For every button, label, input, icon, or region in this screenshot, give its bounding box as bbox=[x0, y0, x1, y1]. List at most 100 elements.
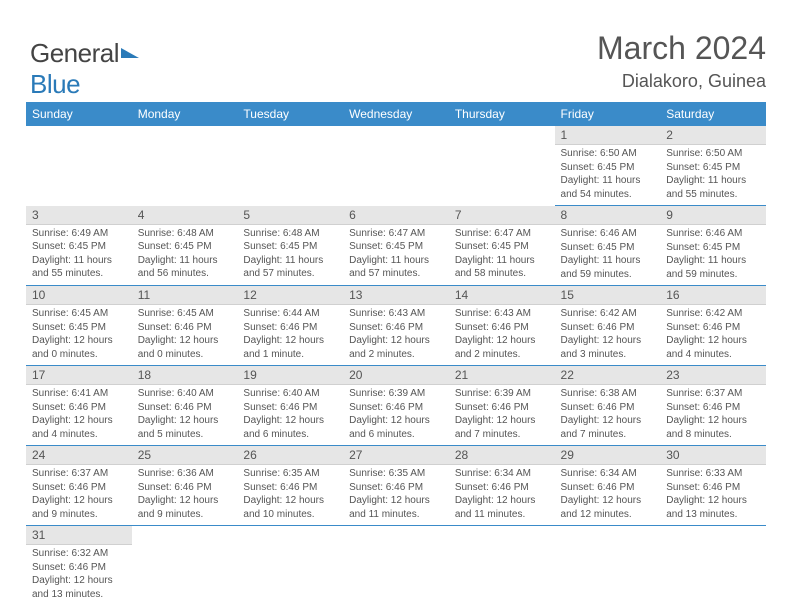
day-info: Sunrise: 6:34 AMSunset: 6:46 PMDaylight:… bbox=[449, 465, 555, 525]
calendar-day-cell: 15Sunrise: 6:42 AMSunset: 6:46 PMDayligh… bbox=[555, 286, 661, 366]
day-number: 16 bbox=[660, 286, 766, 305]
day-number: 31 bbox=[26, 526, 132, 545]
day-info: Sunrise: 6:50 AMSunset: 6:45 PMDaylight:… bbox=[660, 145, 766, 205]
sunset-text: Sunset: 6:46 PM bbox=[349, 401, 443, 415]
sunset-text: Sunset: 6:46 PM bbox=[455, 481, 549, 495]
sunset-text: Sunset: 6:45 PM bbox=[32, 240, 126, 254]
day-number: 4 bbox=[132, 206, 238, 225]
day-info: Sunrise: 6:43 AMSunset: 6:46 PMDaylight:… bbox=[449, 305, 555, 365]
sunrise-text: Sunrise: 6:42 AM bbox=[561, 307, 655, 321]
day-number: 9 bbox=[660, 206, 766, 225]
day-info: Sunrise: 6:45 AMSunset: 6:45 PMDaylight:… bbox=[26, 305, 132, 365]
daylight-line1: Daylight: 12 hours bbox=[349, 414, 443, 428]
sunset-text: Sunset: 6:45 PM bbox=[349, 240, 443, 254]
day-info: Sunrise: 6:37 AMSunset: 6:46 PMDaylight:… bbox=[26, 465, 132, 525]
calendar-day-cell: 30Sunrise: 6:33 AMSunset: 6:46 PMDayligh… bbox=[660, 446, 766, 526]
calendar-day-cell: 6Sunrise: 6:47 AMSunset: 6:45 PMDaylight… bbox=[343, 206, 449, 286]
day-number: 23 bbox=[660, 366, 766, 385]
day-number: 12 bbox=[237, 286, 343, 305]
day-info: Sunrise: 6:40 AMSunset: 6:46 PMDaylight:… bbox=[132, 385, 238, 445]
calendar-week-row: 24Sunrise: 6:37 AMSunset: 6:46 PMDayligh… bbox=[26, 446, 766, 526]
logo-flag-icon bbox=[121, 48, 139, 58]
daylight-line1: Daylight: 12 hours bbox=[666, 334, 760, 348]
calendar-day-cell: 5Sunrise: 6:48 AMSunset: 6:45 PMDaylight… bbox=[237, 206, 343, 286]
sunrise-text: Sunrise: 6:48 AM bbox=[243, 227, 337, 241]
sunset-text: Sunset: 6:45 PM bbox=[561, 241, 655, 255]
calendar-day-cell bbox=[132, 526, 238, 606]
day-number: 14 bbox=[449, 286, 555, 305]
daylight-line1: Daylight: 12 hours bbox=[455, 334, 549, 348]
daylight-line2: and 5 minutes. bbox=[138, 428, 232, 442]
daylight-line2: and 57 minutes. bbox=[243, 267, 337, 281]
sunrise-text: Sunrise: 6:37 AM bbox=[32, 467, 126, 481]
weekday-header: Saturday bbox=[660, 102, 766, 126]
day-number: 6 bbox=[343, 206, 449, 225]
sunset-text: Sunset: 6:46 PM bbox=[32, 561, 126, 575]
daylight-line1: Daylight: 12 hours bbox=[32, 334, 126, 348]
daylight-line2: and 55 minutes. bbox=[666, 188, 760, 202]
sunrise-text: Sunrise: 6:35 AM bbox=[349, 467, 443, 481]
calendar-day-cell: 20Sunrise: 6:39 AMSunset: 6:46 PMDayligh… bbox=[343, 366, 449, 446]
daylight-line1: Daylight: 12 hours bbox=[138, 494, 232, 508]
sunrise-text: Sunrise: 6:48 AM bbox=[138, 227, 232, 241]
calendar-day-cell: 26Sunrise: 6:35 AMSunset: 6:46 PMDayligh… bbox=[237, 446, 343, 526]
daylight-line2: and 59 minutes. bbox=[561, 268, 655, 282]
day-number: 25 bbox=[132, 446, 238, 465]
daylight-line1: Daylight: 12 hours bbox=[243, 334, 337, 348]
daylight-line2: and 2 minutes. bbox=[455, 348, 549, 362]
sunset-text: Sunset: 6:46 PM bbox=[243, 401, 337, 415]
sunrise-text: Sunrise: 6:44 AM bbox=[243, 307, 337, 321]
sunset-text: Sunset: 6:45 PM bbox=[666, 161, 760, 175]
daylight-line2: and 13 minutes. bbox=[32, 588, 126, 602]
sunrise-text: Sunrise: 6:40 AM bbox=[138, 387, 232, 401]
calendar-day-cell bbox=[343, 126, 449, 206]
sunrise-text: Sunrise: 6:33 AM bbox=[666, 467, 760, 481]
sunset-text: Sunset: 6:46 PM bbox=[349, 321, 443, 335]
calendar-day-cell: 1Sunrise: 6:50 AMSunset: 6:45 PMDaylight… bbox=[555, 126, 661, 206]
daylight-line1: Daylight: 12 hours bbox=[349, 334, 443, 348]
day-info: Sunrise: 6:39 AMSunset: 6:46 PMDaylight:… bbox=[343, 385, 449, 445]
weekday-header: Thursday bbox=[449, 102, 555, 126]
logo-word2: Blue bbox=[30, 69, 80, 99]
day-number: 11 bbox=[132, 286, 238, 305]
sunset-text: Sunset: 6:46 PM bbox=[666, 321, 760, 335]
daylight-line1: Daylight: 11 hours bbox=[561, 174, 655, 188]
calendar-day-cell: 4Sunrise: 6:48 AMSunset: 6:45 PMDaylight… bbox=[132, 206, 238, 286]
calendar-day-cell: 11Sunrise: 6:45 AMSunset: 6:46 PMDayligh… bbox=[132, 286, 238, 366]
calendar-day-cell: 10Sunrise: 6:45 AMSunset: 6:45 PMDayligh… bbox=[26, 286, 132, 366]
calendar-day-cell: 17Sunrise: 6:41 AMSunset: 6:46 PMDayligh… bbox=[26, 366, 132, 446]
sunset-text: Sunset: 6:46 PM bbox=[561, 481, 655, 495]
day-info: Sunrise: 6:36 AMSunset: 6:46 PMDaylight:… bbox=[132, 465, 238, 525]
sunset-text: Sunset: 6:46 PM bbox=[138, 481, 232, 495]
calendar-table: Sunday Monday Tuesday Wednesday Thursday… bbox=[26, 102, 766, 605]
day-number: 5 bbox=[237, 206, 343, 225]
sunset-text: Sunset: 6:45 PM bbox=[32, 321, 126, 335]
calendar-day-cell: 23Sunrise: 6:37 AMSunset: 6:46 PMDayligh… bbox=[660, 366, 766, 446]
day-info: Sunrise: 6:42 AMSunset: 6:46 PMDaylight:… bbox=[660, 305, 766, 365]
daylight-line2: and 3 minutes. bbox=[561, 348, 655, 362]
day-number: 7 bbox=[449, 206, 555, 225]
day-number: 15 bbox=[555, 286, 661, 305]
logo-text: General Blue bbox=[30, 38, 139, 99]
sunrise-text: Sunrise: 6:32 AM bbox=[32, 547, 126, 561]
daylight-line1: Daylight: 11 hours bbox=[32, 254, 126, 268]
sunset-text: Sunset: 6:46 PM bbox=[666, 401, 760, 415]
weekday-header: Wednesday bbox=[343, 102, 449, 126]
calendar-day-cell: 25Sunrise: 6:36 AMSunset: 6:46 PMDayligh… bbox=[132, 446, 238, 526]
weekday-header: Tuesday bbox=[237, 102, 343, 126]
day-number: 13 bbox=[343, 286, 449, 305]
calendar-day-cell: 14Sunrise: 6:43 AMSunset: 6:46 PMDayligh… bbox=[449, 286, 555, 366]
daylight-line2: and 6 minutes. bbox=[243, 428, 337, 442]
day-number: 24 bbox=[26, 446, 132, 465]
calendar-day-cell bbox=[237, 126, 343, 206]
day-number: 3 bbox=[26, 206, 132, 225]
calendar-day-cell bbox=[449, 526, 555, 606]
daylight-line2: and 4 minutes. bbox=[32, 428, 126, 442]
day-info: Sunrise: 6:47 AMSunset: 6:45 PMDaylight:… bbox=[343, 225, 449, 285]
daylight-line1: Daylight: 12 hours bbox=[455, 494, 549, 508]
daylight-line1: Daylight: 12 hours bbox=[666, 494, 760, 508]
sunrise-text: Sunrise: 6:39 AM bbox=[349, 387, 443, 401]
sunset-text: Sunset: 6:45 PM bbox=[455, 240, 549, 254]
sunrise-text: Sunrise: 6:35 AM bbox=[243, 467, 337, 481]
sunrise-text: Sunrise: 6:36 AM bbox=[138, 467, 232, 481]
